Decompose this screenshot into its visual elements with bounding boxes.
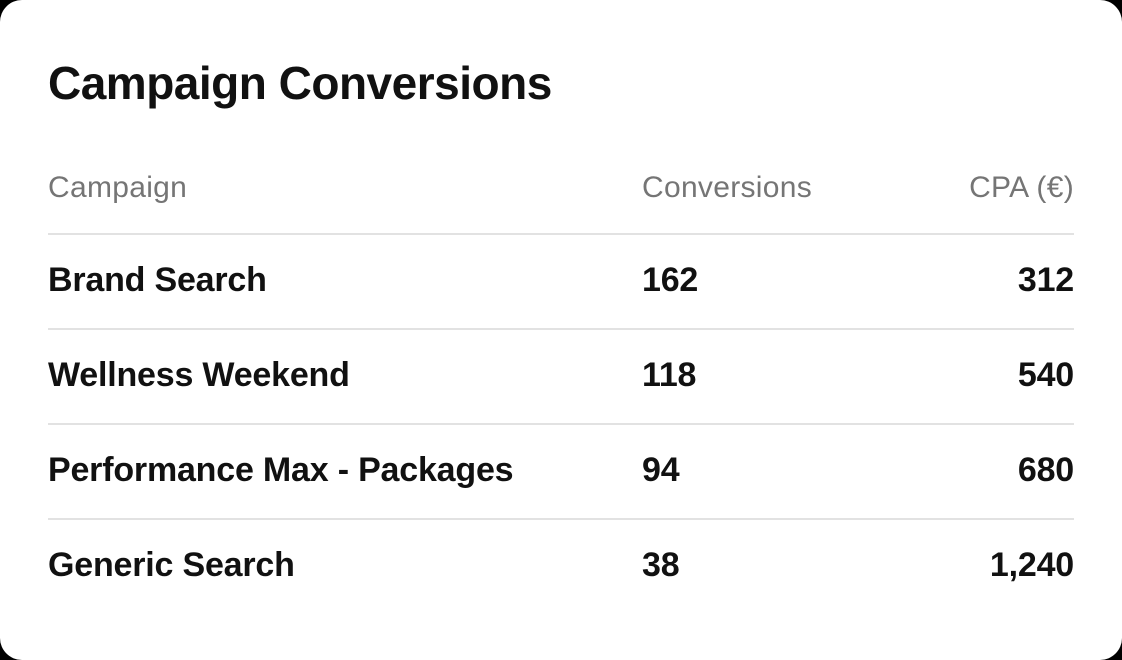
column-header-campaign: Campaign [48, 111, 642, 235]
cpa-cell: 312 [1017, 261, 1074, 299]
page-title: Campaign Conversions [48, 57, 552, 109]
column-header-cpa: CPA (€) [857, 111, 1074, 235]
conversions-cell: 38 [642, 546, 680, 584]
campaign-cell: Wellness Weekend [48, 356, 350, 394]
table-row: Wellness Weekend 118 540 [48, 329, 1074, 424]
table-row: Performance Max - Packages 94 680 [48, 424, 1074, 519]
campaign-cell: Brand Search [48, 261, 267, 299]
column-header-conversions: Conversions [642, 111, 857, 235]
campaign-cell: Performance Max - Packages [48, 451, 514, 489]
table-row: Brand Search 162 312 [48, 234, 1074, 329]
cpa-cell: 1,240 [989, 546, 1074, 584]
table-header-row: Campaign Conversions CPA (€) [48, 111, 1074, 235]
campaign-cell: Generic Search [48, 546, 295, 584]
conversions-cell: 118 [642, 356, 697, 394]
cpa-cell: 680 [1017, 451, 1074, 489]
conversions-cell: 94 [642, 451, 680, 489]
conversions-table: Campaign Conversions CPA (€) Brand Searc… [48, 111, 1074, 613]
conversions-cell: 162 [642, 261, 699, 299]
cpa-cell: 540 [1017, 356, 1074, 394]
table-row: Generic Search 38 1,240 [48, 519, 1074, 613]
